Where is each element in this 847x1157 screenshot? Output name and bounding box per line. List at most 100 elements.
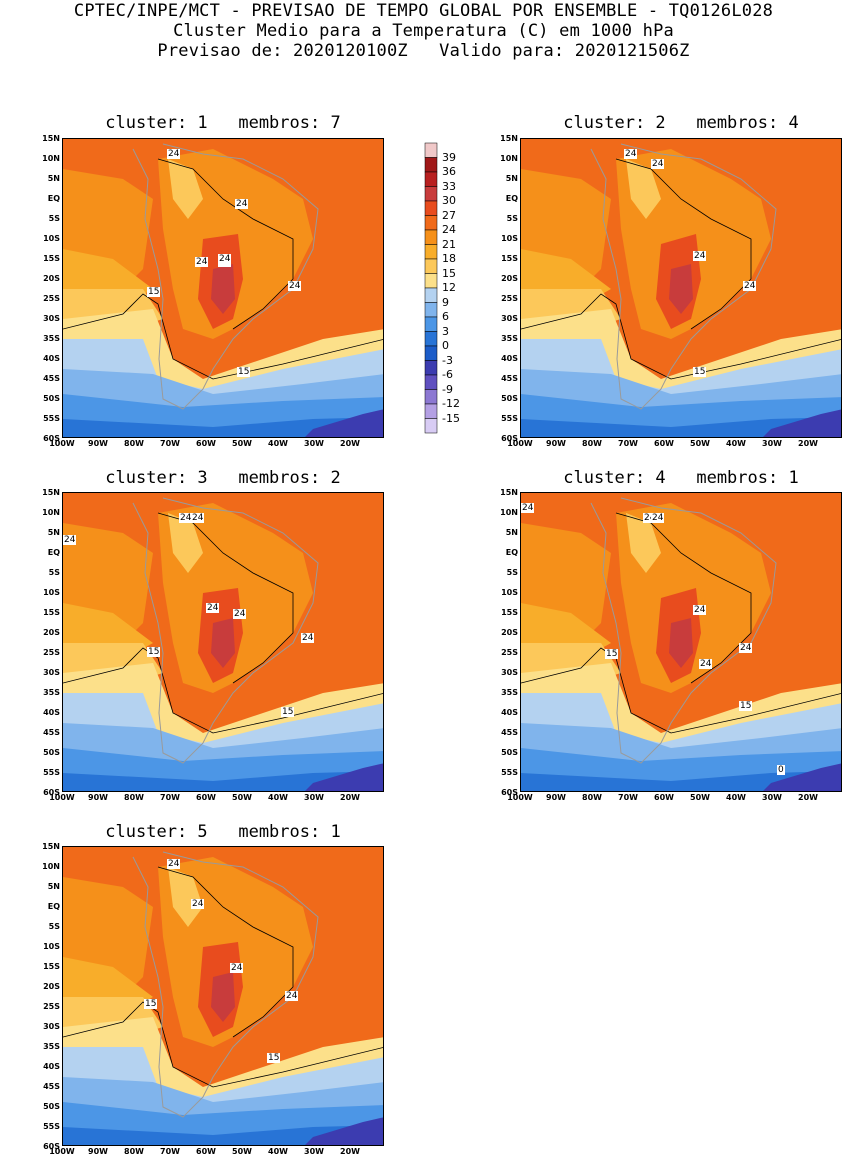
lat-tick-label: 15N: [500, 134, 518, 143]
lat-tick-label: 55S: [501, 768, 518, 777]
lon-tick-label: 60W: [196, 1147, 216, 1156]
band-3: [521, 417, 841, 437]
colorbar-swatch: [424, 345, 438, 361]
continent-30: [211, 618, 235, 668]
lat-tick-label: EQ: [505, 548, 518, 557]
lat-tick-label: 15S: [43, 608, 60, 617]
lat-tick-label: 10N: [42, 862, 60, 871]
lat-tick-label: EQ: [505, 194, 518, 203]
lat-tick-label: 45S: [501, 728, 518, 737]
contour-15: [63, 1001, 383, 1088]
contour-label: 0: [777, 765, 785, 775]
lat-tick-label: 60S: [43, 434, 60, 443]
lat-tick-label: 10N: [500, 154, 518, 163]
lat-tick-label: 15N: [42, 842, 60, 851]
lat-tick-label: 40S: [501, 708, 518, 717]
coastline: [590, 143, 777, 410]
map-panel-2: 24 24 24 24 15: [520, 138, 842, 438]
header-line-1: CPTEC/INPE/MCT - PREVISAO DE TEMPO GLOBA…: [73, 1, 774, 21]
lat-tick-label: 55S: [43, 1122, 60, 1131]
lat-tick-label: 35S: [501, 334, 518, 343]
contour-label: 24: [206, 603, 220, 613]
colorbar-label: 6: [442, 310, 449, 323]
colorbar-swatch: [424, 360, 438, 376]
contour-label: 24: [195, 257, 209, 267]
colorbar-swatch: [424, 287, 438, 303]
contour-label: 15: [693, 367, 707, 377]
lon-tick-label: 80W: [582, 439, 602, 448]
lat-tick-label: 55S: [501, 414, 518, 423]
colorbar-swatch: [424, 215, 438, 231]
lat-tick-label: 15S: [43, 254, 60, 263]
lat-tick-label: 10S: [43, 942, 60, 951]
lon-tick-label: 60W: [196, 793, 216, 802]
lon-tick-label: 30W: [762, 793, 782, 802]
lat-tick-label: 5S: [48, 568, 60, 577]
panel-4-title: cluster: 4 membros: 1: [563, 468, 799, 488]
lat-tick-label: 5S: [506, 214, 518, 223]
lat-tick-label: 40S: [43, 1062, 60, 1071]
lon-tick-label: 70W: [618, 793, 638, 802]
lon-tick-label: 90W: [88, 1147, 108, 1156]
lon-tick-label: 70W: [618, 439, 638, 448]
colorbar-swatch: [424, 316, 438, 332]
lat-tick-label: 5S: [48, 214, 60, 223]
lon-tick-label: 100W: [507, 793, 533, 802]
lon-tick-label: 30W: [304, 1147, 324, 1156]
contour-label: 24: [191, 899, 205, 909]
map-panel-3: 24 24 24 24 24 24 15 15: [62, 492, 384, 792]
contour-label: 24: [167, 149, 181, 159]
andes-18: [168, 513, 203, 573]
colorbar-swatch: [424, 302, 438, 318]
contour-label: 15: [147, 287, 161, 297]
lon-tick-label: 90W: [88, 793, 108, 802]
coastline: [132, 497, 319, 764]
lat-tick-label: 15S: [501, 608, 518, 617]
lat-tick-label: 50S: [43, 748, 60, 757]
lon-tick-label: 20W: [340, 793, 360, 802]
lon-tick-label: 50W: [232, 793, 252, 802]
lon-tick-label: 70W: [160, 793, 180, 802]
lat-tick-label: 15N: [42, 134, 60, 143]
lon-tick-label: 50W: [690, 793, 710, 802]
lat-tick-label: 20S: [501, 274, 518, 283]
lon-tick-label: 100W: [507, 439, 533, 448]
lon-tick-label: 30W: [304, 793, 324, 802]
lat-tick-label: 5S: [48, 922, 60, 931]
contour-label: 24: [521, 503, 535, 513]
contour-24: [157, 512, 294, 684]
lat-tick-label: 25S: [43, 648, 60, 657]
lon-tick-label: 20W: [798, 793, 818, 802]
lon-tick-label: 100W: [49, 1147, 75, 1156]
panel-3-title: cluster: 3 membros: 2: [105, 468, 341, 488]
coastline: [132, 143, 319, 410]
lon-tick-label: 90W: [546, 793, 566, 802]
lon-tick-label: 20W: [340, 439, 360, 448]
lon-tick-label: 40W: [268, 793, 288, 802]
contour-label: 24: [218, 254, 232, 264]
lat-tick-label: 5N: [505, 174, 518, 183]
lat-tick-label: EQ: [47, 194, 60, 203]
contour-15: [63, 647, 383, 734]
lat-tick-label: 20S: [43, 628, 60, 637]
lat-tick-label: 55S: [43, 414, 60, 423]
lon-tick-label: 100W: [49, 439, 75, 448]
contour-label: 24: [693, 251, 707, 261]
temperature-field: [63, 847, 383, 1145]
contour-24: [615, 512, 752, 684]
contour-label: 24: [739, 643, 753, 653]
contour-label: 24: [167, 859, 181, 869]
coastline: [590, 497, 777, 764]
lat-tick-label: 5N: [505, 528, 518, 537]
lon-tick-label: 50W: [232, 1147, 252, 1156]
colorbar-swatch: [424, 389, 438, 405]
lon-tick-label: 80W: [124, 793, 144, 802]
andes-18: [168, 159, 203, 219]
lon-tick-label: 50W: [232, 439, 252, 448]
continent-30: [669, 618, 693, 668]
temperature-field: [63, 493, 383, 791]
colorbar-label: 18: [442, 252, 456, 265]
lat-tick-label: 30S: [501, 668, 518, 677]
colorbar-swatch: [424, 157, 438, 173]
lat-tick-label: 60S: [501, 788, 518, 797]
